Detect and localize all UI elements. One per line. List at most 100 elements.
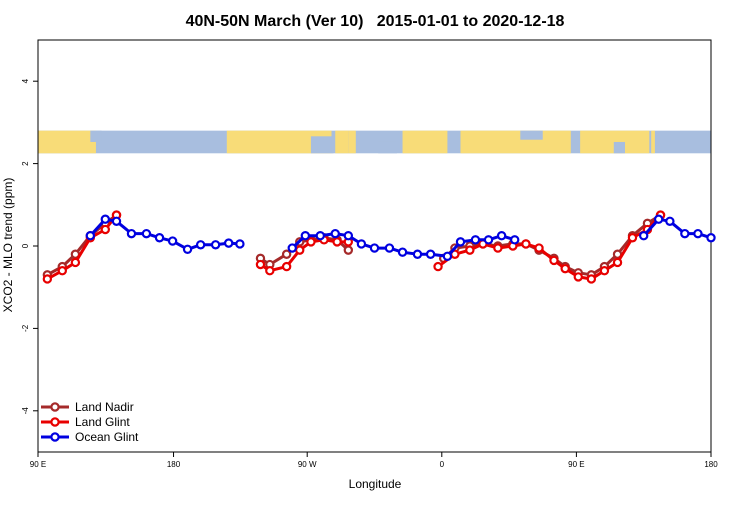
y-tick-label: -2 bbox=[21, 324, 30, 332]
data-point bbox=[433, 261, 443, 272]
data-point bbox=[493, 243, 503, 253]
data-point bbox=[693, 228, 703, 239]
y-tick-label: -4 bbox=[21, 407, 30, 415]
data-point bbox=[57, 266, 68, 276]
y-tick-label: 4 bbox=[21, 78, 30, 83]
map-sea bbox=[90, 130, 102, 142]
data-point bbox=[111, 216, 122, 226]
data-series bbox=[42, 210, 716, 284]
map-land bbox=[651, 130, 655, 154]
data-point bbox=[154, 233, 165, 243]
y-tick-label: 2 bbox=[21, 161, 30, 166]
data-point bbox=[465, 245, 475, 255]
data-point bbox=[521, 239, 531, 249]
data-point bbox=[665, 216, 675, 226]
data-point bbox=[141, 228, 152, 239]
data-point bbox=[85, 230, 96, 241]
map-sea bbox=[520, 130, 543, 140]
y-tick-label: 0 bbox=[21, 243, 30, 248]
data-point bbox=[287, 243, 297, 253]
data-point bbox=[412, 249, 423, 259]
series-ocean-glint bbox=[85, 214, 716, 261]
data-point bbox=[612, 257, 623, 268]
map-land bbox=[226, 130, 332, 154]
data-point bbox=[223, 238, 234, 248]
data-point bbox=[599, 266, 610, 276]
x-tick-label: 90 E bbox=[30, 460, 46, 469]
series-land-glint bbox=[42, 210, 666, 284]
data-point bbox=[100, 224, 111, 235]
x-tick-label: 0 bbox=[440, 460, 445, 469]
data-point bbox=[281, 261, 292, 272]
y-axis-label: XCO2 - MLO trend (ppm) bbox=[1, 178, 15, 313]
legend-label: Ocean Glint bbox=[75, 430, 139, 444]
x-tick-label: 90 E bbox=[568, 460, 584, 469]
data-point bbox=[300, 230, 311, 241]
data-point bbox=[680, 228, 690, 239]
x-tick-label: 180 bbox=[704, 460, 718, 469]
map-land bbox=[335, 130, 349, 154]
x-axis-label: Longitude bbox=[349, 477, 402, 491]
map-land bbox=[38, 130, 96, 154]
world-map-band bbox=[38, 130, 711, 154]
data-point bbox=[483, 235, 494, 245]
legend-marker bbox=[50, 417, 60, 427]
data-point bbox=[442, 251, 453, 261]
data-point bbox=[639, 230, 649, 241]
data-point bbox=[306, 237, 316, 247]
legend-label: Land Nadir bbox=[75, 400, 134, 414]
data-point bbox=[343, 245, 354, 255]
data-point bbox=[343, 230, 354, 241]
data-point bbox=[369, 243, 380, 253]
data-point bbox=[560, 263, 570, 274]
data-point bbox=[235, 239, 245, 249]
map-land bbox=[348, 130, 356, 154]
data-point bbox=[315, 230, 325, 241]
data-point bbox=[167, 236, 178, 246]
data-point bbox=[627, 233, 638, 243]
data-point bbox=[70, 257, 81, 268]
x-tick-label: 90 W bbox=[298, 460, 317, 469]
data-point bbox=[330, 228, 340, 239]
legend-item-ocean-glint: Ocean Glint bbox=[41, 430, 139, 444]
map-sea bbox=[613, 141, 626, 154]
data-point bbox=[496, 230, 507, 241]
data-point bbox=[356, 239, 367, 249]
series-land-nadir bbox=[42, 210, 666, 280]
data-point bbox=[573, 272, 583, 282]
map-land bbox=[460, 130, 571, 154]
data-point bbox=[100, 214, 111, 224]
data-point bbox=[295, 245, 305, 255]
map-land bbox=[402, 130, 448, 154]
data-point bbox=[281, 249, 292, 259]
map-sea bbox=[378, 141, 397, 154]
legend-item-land-glint: Land Glint bbox=[41, 415, 130, 429]
data-point bbox=[210, 240, 221, 250]
data-point bbox=[653, 214, 664, 224]
data-point bbox=[265, 266, 275, 276]
data-point bbox=[510, 235, 520, 245]
legend-marker bbox=[50, 432, 60, 442]
data-point bbox=[586, 274, 597, 284]
data-point bbox=[182, 244, 193, 254]
data-point bbox=[534, 243, 544, 253]
legend-marker bbox=[50, 402, 60, 412]
legend-item-land-nadir: Land Nadir bbox=[41, 400, 134, 414]
data-point bbox=[195, 240, 206, 250]
legend-label: Land Glint bbox=[75, 415, 130, 429]
data-point bbox=[397, 247, 408, 257]
data-point bbox=[549, 255, 559, 266]
data-point bbox=[126, 228, 137, 239]
map-sea bbox=[310, 136, 334, 154]
data-point bbox=[455, 237, 466, 247]
axes: 90 E 180 90 W 0 90 E 180 -4 -2 0 2 4 bbox=[21, 78, 718, 469]
data-point bbox=[332, 237, 342, 247]
data-point bbox=[706, 233, 716, 243]
data-point bbox=[384, 243, 395, 253]
x-tick-label: 180 bbox=[167, 460, 181, 469]
chart-title: 40N-50N March (Ver 10) 2015-01-01 to 202… bbox=[186, 13, 565, 30]
data-point bbox=[470, 235, 481, 245]
